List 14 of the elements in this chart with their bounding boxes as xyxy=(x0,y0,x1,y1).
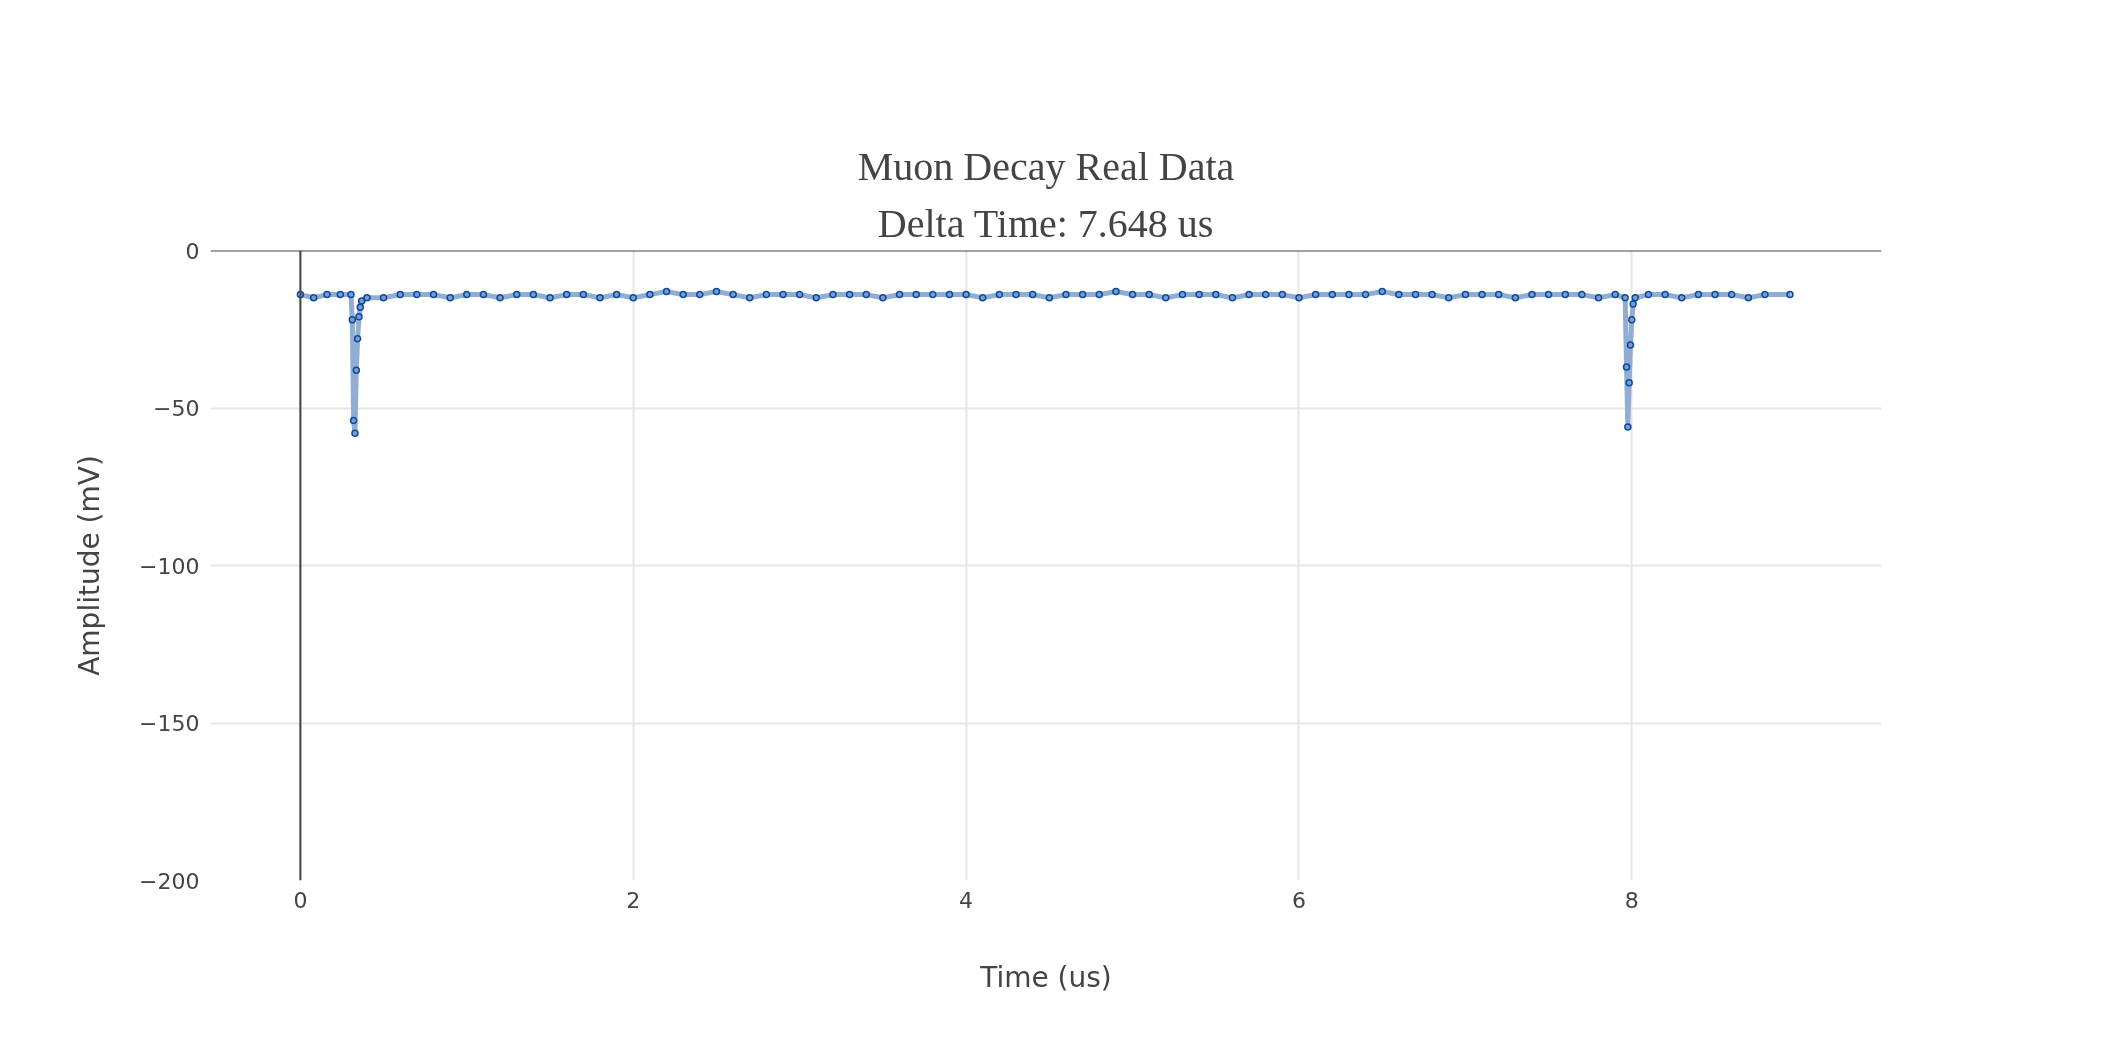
y-tick-label: −50 xyxy=(153,396,200,421)
x-tick-label: 0 xyxy=(293,887,308,913)
y-tick-label: −100 xyxy=(139,553,200,579)
x-tick-label: 6 xyxy=(1291,887,1306,913)
x-tick-label: 8 xyxy=(1624,887,1639,913)
y-tick-label: −200 xyxy=(139,868,200,894)
y-tick-label: 0 xyxy=(185,238,200,264)
y-tick-label: −150 xyxy=(139,711,200,736)
chart-title: Muon Decay Real Data xyxy=(857,143,1235,189)
y-axis-title: Amplitude (mV) xyxy=(73,455,107,676)
x-tick-label: 4 xyxy=(959,887,974,913)
x-tick-label: 2 xyxy=(626,887,641,913)
chart-subtitle: Delta Time: 7.648 us xyxy=(877,200,1214,246)
x-axis-title: Time (us) xyxy=(979,960,1112,994)
